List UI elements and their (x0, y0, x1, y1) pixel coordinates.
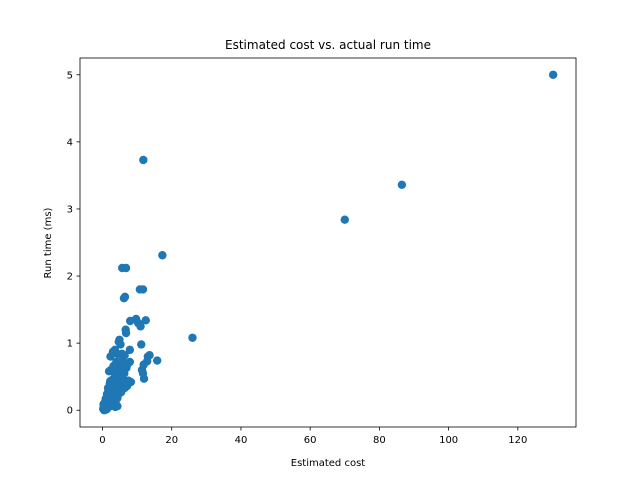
data-point (116, 340, 125, 349)
data-point (139, 374, 149, 383)
data-point (137, 340, 146, 349)
x-tick-label: 120 (508, 435, 527, 446)
y-tick-label: 4 (67, 137, 73, 148)
y-tick-label: 0 (67, 406, 73, 417)
data-point (397, 180, 407, 189)
x-tick-label: 80 (373, 435, 386, 446)
data-point (120, 369, 129, 378)
x-tick-label: 40 (235, 435, 248, 446)
data-point (158, 251, 167, 260)
data-point (121, 328, 131, 338)
x-tick-label: 20 (165, 435, 178, 446)
x-tick-label: 60 (304, 435, 317, 446)
y-tick-label: 1 (67, 339, 73, 350)
y-tick-label: 3 (67, 204, 73, 215)
data-point (152, 356, 162, 365)
data-point (105, 379, 114, 389)
data-point (120, 292, 130, 302)
data-point (136, 322, 145, 331)
data-point (122, 381, 132, 391)
data-point (548, 70, 558, 79)
data-point (104, 386, 113, 395)
data-point (141, 316, 150, 325)
data-point (139, 155, 148, 165)
x-axis: 0 20 40 60 80 100 120 (99, 427, 527, 446)
points-layer (98, 70, 558, 415)
y-axis: 0 1 2 3 4 5 (67, 70, 80, 417)
data-point (188, 333, 197, 342)
data-point (116, 387, 126, 397)
plot-frame (79, 57, 577, 428)
data-point (113, 402, 122, 411)
data-point (125, 345, 135, 355)
y-tick-label: 5 (67, 70, 73, 81)
x-tick-label: 100 (439, 435, 458, 446)
data-point (112, 372, 122, 381)
x-axis-label: Estimated cost (291, 458, 366, 469)
x-tick-label: 0 (99, 435, 105, 446)
data-point (138, 285, 148, 294)
y-tick-label: 2 (67, 272, 73, 283)
data-point (340, 215, 349, 224)
data-point (109, 361, 118, 371)
data-point (121, 263, 131, 273)
chart-title: Estimated cost vs. actual run time (225, 38, 431, 52)
y-axis-label: Run time (ms) (43, 207, 54, 278)
